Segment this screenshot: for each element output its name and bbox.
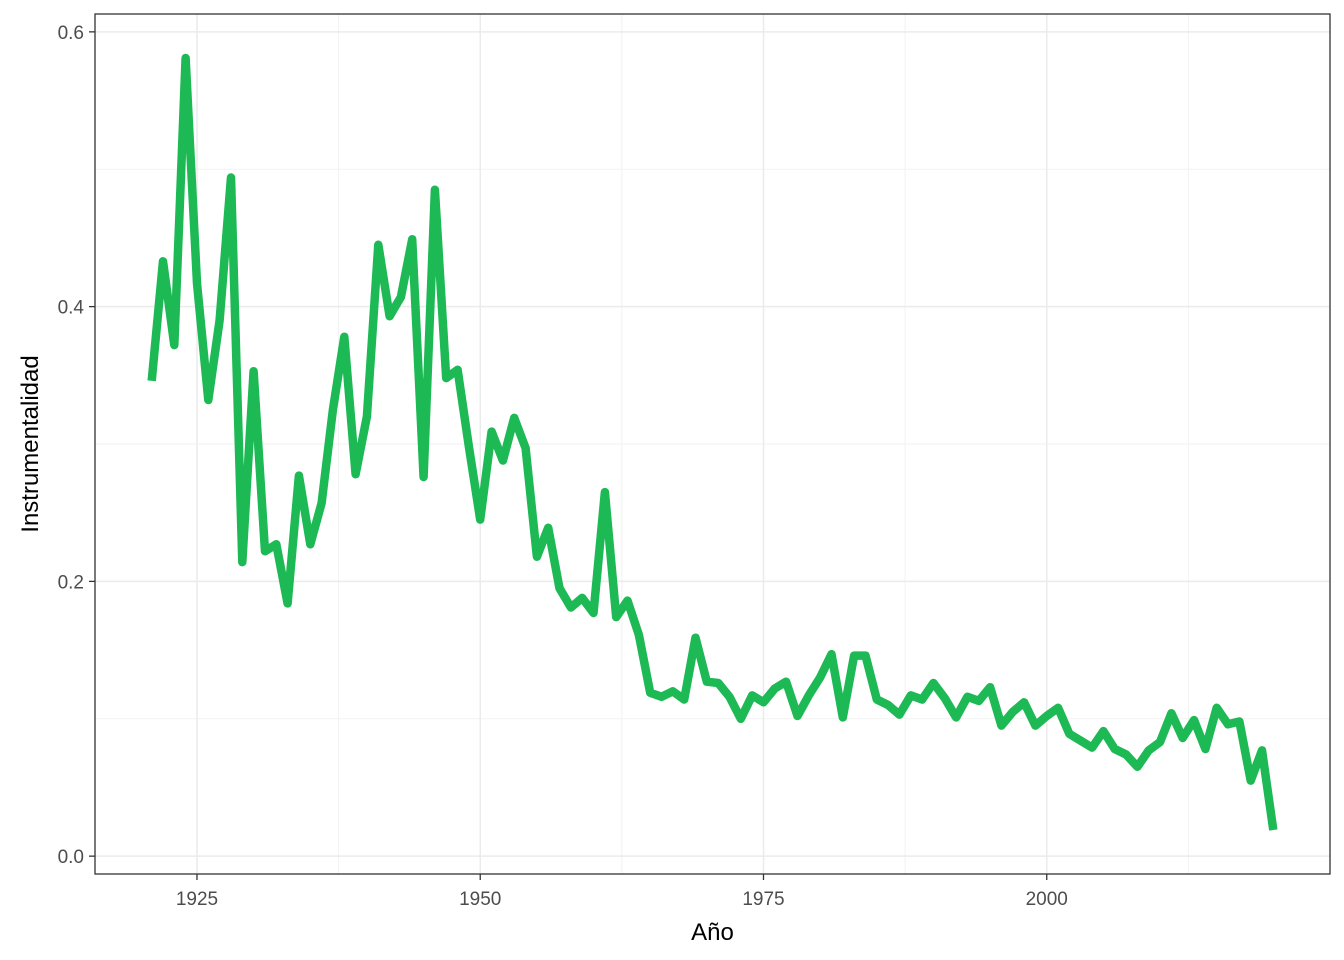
x-tick-label: 1925	[176, 889, 218, 910]
y-tick-label: 0.4	[58, 298, 85, 319]
axis-ticks	[89, 31, 1048, 880]
series-layer	[147, 53, 1278, 831]
y-axis-title: Instrumentalidad	[17, 355, 44, 532]
y-tick-label: 0.2	[58, 572, 84, 593]
x-tick-label: 1975	[742, 889, 784, 910]
x-tick-labels: 1925 1950 1975 2000	[176, 889, 1068, 910]
x-tick-label: 2000	[1026, 889, 1068, 910]
x-axis-title: Año	[691, 919, 734, 946]
y-tick-label: 0.0	[58, 847, 84, 868]
grid-minor	[95, 14, 1330, 874]
series-line	[147, 53, 1278, 831]
grid-major	[95, 14, 1330, 874]
y-tick-label: 0.6	[58, 23, 84, 44]
y-tick-labels: 0.0 0.2 0.4 0.6	[58, 23, 85, 868]
x-tick-label: 1950	[459, 889, 501, 910]
plot-border	[94, 13, 1331, 875]
